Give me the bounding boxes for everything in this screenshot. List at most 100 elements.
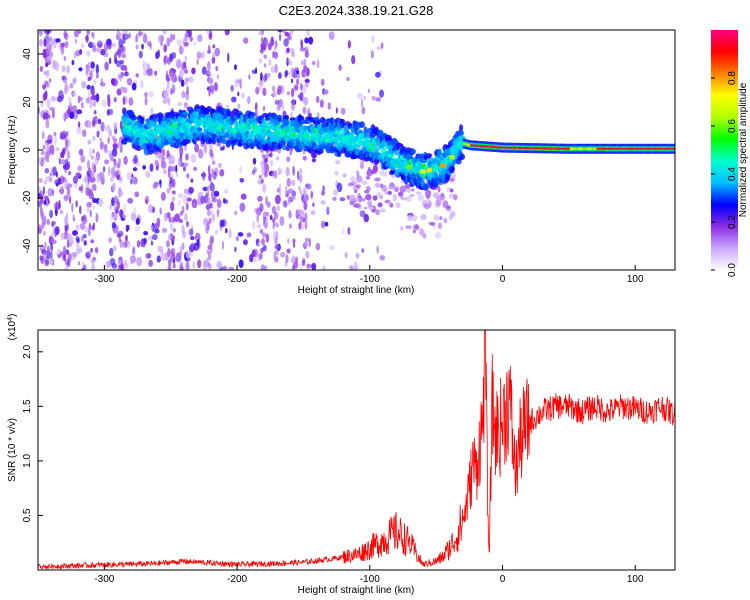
spectrogram-cell <box>517 146 520 149</box>
spectrogram-cell <box>166 149 170 158</box>
spectrogram-cell <box>86 50 91 57</box>
spectrogram-cell <box>342 172 347 178</box>
spectrogram-cell <box>374 182 381 188</box>
spectrogram-cell <box>599 147 601 150</box>
spectrogram-cell <box>88 167 91 172</box>
spectrogram-cell <box>299 189 303 195</box>
spectrogram-cell <box>298 174 303 183</box>
spectrogram-cell <box>91 89 95 96</box>
spectrogram-cell <box>285 166 290 177</box>
spectrogram-cell <box>290 67 294 76</box>
spectrogram-cell <box>207 251 212 262</box>
spectrogram-cell <box>306 183 312 190</box>
spectrogram-cell <box>426 167 433 173</box>
spectrogram-cell <box>359 210 366 218</box>
spectrogram-cell <box>513 146 515 149</box>
spectrogram-cell <box>86 205 90 213</box>
spectrogram-cell <box>614 147 616 150</box>
spectrogram-cell <box>77 165 82 172</box>
spectrogram-cell <box>222 197 226 204</box>
spectrogram-cell <box>253 257 258 263</box>
colorbar-tick-label: 0.0 <box>727 263 738 277</box>
spectrogram-cell <box>294 256 298 264</box>
spectrogram-cell <box>88 228 91 237</box>
spectrogram-cell <box>165 86 170 97</box>
spectrogram-cell <box>92 32 95 40</box>
spectrogram-cell <box>459 153 466 160</box>
spectrogram-cell <box>113 161 117 169</box>
spectrogram-cell <box>355 184 362 189</box>
spectrogram-cell <box>38 30 43 37</box>
spectrogram-cell <box>264 211 269 217</box>
spectrogram-cell <box>179 145 184 156</box>
spectrogram-cell <box>664 147 666 150</box>
spectrogram-cell <box>61 75 66 81</box>
spectrogram-cell <box>167 96 171 106</box>
spectrogram-cell <box>185 261 190 270</box>
spectrogram-cell <box>172 263 176 269</box>
spectrogram-cell <box>111 135 116 141</box>
spectrogram-cell <box>66 187 71 197</box>
spectrogram-cell <box>535 147 538 150</box>
spectrogram-cell <box>95 64 100 74</box>
spectrogram-cell <box>64 265 69 270</box>
spectrogram-cell <box>353 266 359 270</box>
spectrogram-cell <box>291 196 296 201</box>
spectrogram-cell <box>673 147 675 150</box>
spectrogram-cell <box>60 46 65 56</box>
spectrogram-cell <box>201 51 205 59</box>
spectrogram-cell <box>250 112 256 117</box>
spectrogram-cell <box>127 224 130 231</box>
spectrogram-cell <box>259 252 263 260</box>
spectrogram-cell <box>43 38 47 48</box>
spectrogram-cell <box>449 188 454 193</box>
spectrogram-cell <box>605 147 608 150</box>
spectrogram-cell <box>125 65 128 75</box>
spectrogram-cell <box>274 170 278 179</box>
spectrogram-cell <box>559 147 561 150</box>
spectrogram-cell <box>41 219 45 229</box>
colorbar-tick-label: 0.6 <box>727 119 738 133</box>
spectrogram-cell <box>110 176 114 182</box>
spectrogram-cell <box>228 228 232 239</box>
spectrogram-cell <box>381 184 387 192</box>
spectrogram-cell <box>450 162 456 167</box>
spectrogram-cell <box>175 171 178 178</box>
spectrogram-cell <box>72 230 78 236</box>
spectrogram-cell <box>274 194 281 205</box>
spectrogram-cell <box>475 144 477 147</box>
spectrogram-cell <box>292 98 296 105</box>
spectrogram-cell <box>304 237 309 243</box>
spectrogram-cell <box>239 177 245 183</box>
spectrogram-cell <box>289 30 294 35</box>
spectrogram-cell <box>356 170 360 176</box>
spectrogram-cell <box>379 208 386 213</box>
spectrogram-cell <box>86 84 91 90</box>
spectrogram-cell <box>87 188 92 197</box>
spectrogram-cell <box>105 260 112 268</box>
spectrogram-cell <box>69 102 73 108</box>
spectrogram-cell <box>132 176 138 185</box>
spectrogram-cell <box>262 87 267 97</box>
spectrogram-cell <box>166 57 171 65</box>
spectrogram-cell <box>449 154 456 160</box>
spectrogram-cell <box>258 57 263 64</box>
spectrogram-cell <box>50 242 54 252</box>
spectrogram-cell <box>405 185 410 189</box>
spectrogram-cell <box>645 147 647 150</box>
spectrogram-cell <box>219 219 225 228</box>
spectrogram-cell <box>113 195 118 203</box>
spectrogram-cell <box>72 251 78 258</box>
spectrogram-cell <box>533 147 535 150</box>
spectrogram-cell <box>662 147 664 150</box>
spectrogram-cell <box>93 79 97 85</box>
spectrogram-cell <box>426 195 430 200</box>
snr-y-tick-label: 2.0 <box>22 344 33 358</box>
spectrogram-cell <box>186 85 189 95</box>
spectrogram-cell <box>143 237 148 244</box>
spectrogram-cell <box>338 64 342 71</box>
spectrogram-cell <box>500 146 503 149</box>
spectrogram-cell <box>44 151 48 160</box>
spectrogram-cell <box>256 213 260 223</box>
spectrogram-cell <box>160 191 166 201</box>
